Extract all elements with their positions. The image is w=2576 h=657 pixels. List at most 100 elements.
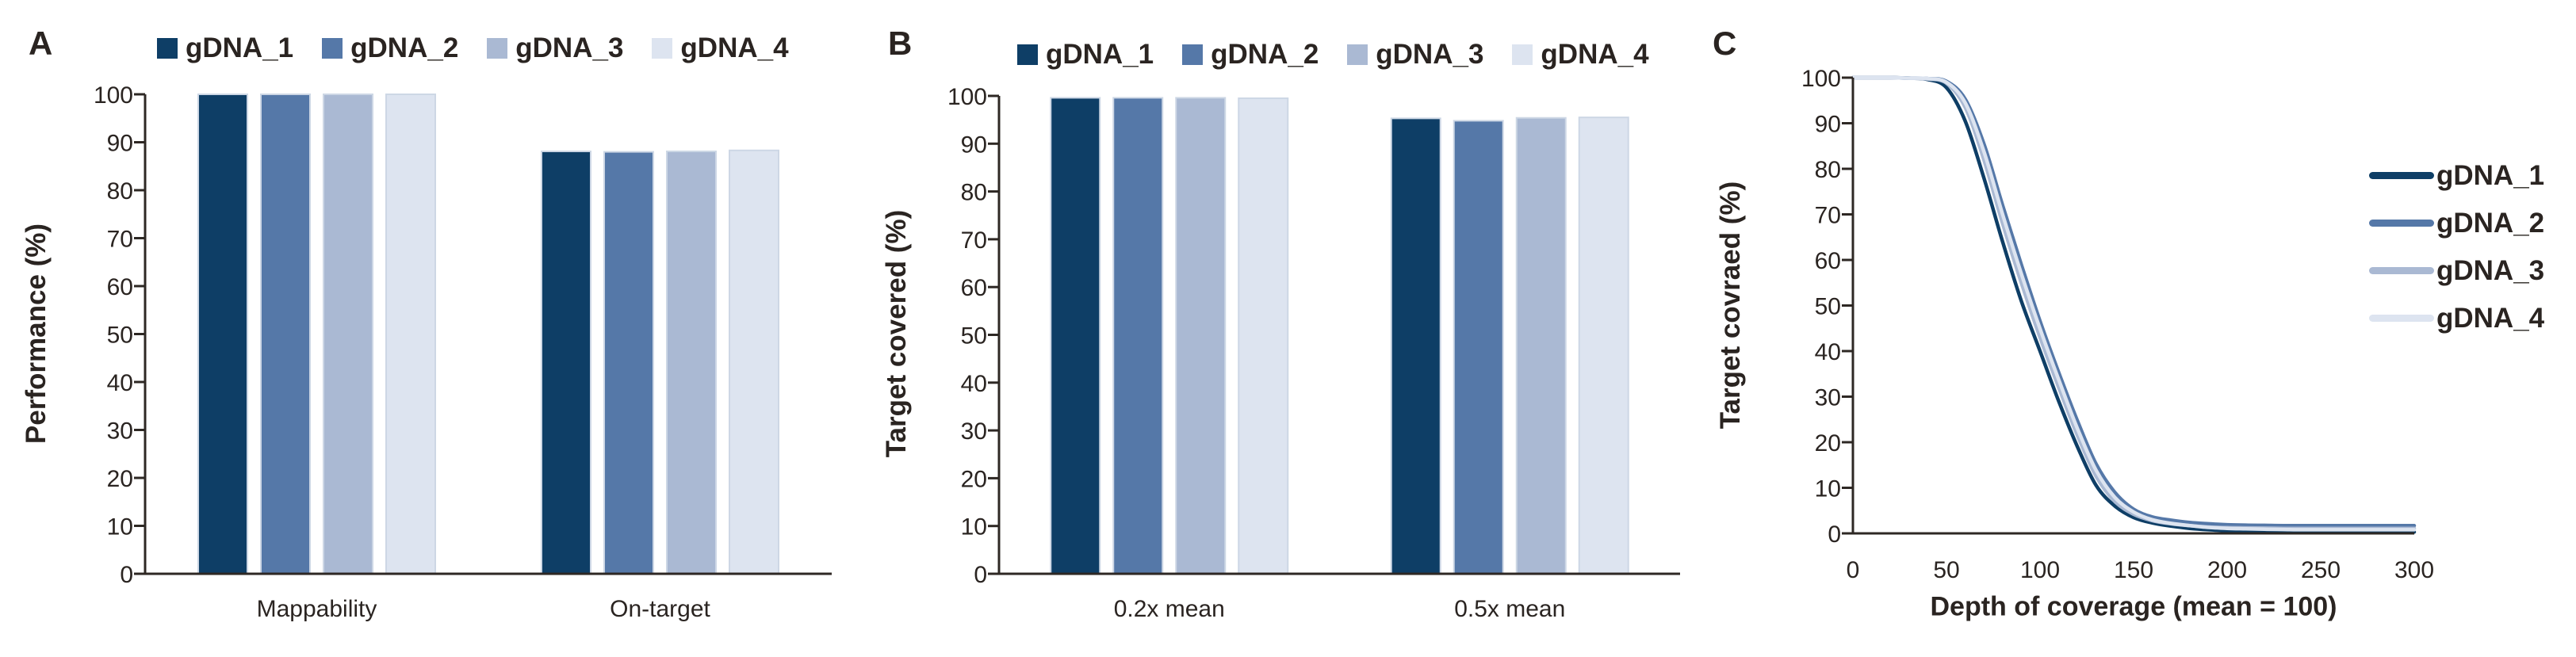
panel-a-y-tick-label: 10	[107, 514, 133, 540]
panel-b-y-tick-label: 80	[961, 180, 987, 206]
panel-c-y-tick-label: 70	[1815, 203, 1841, 229]
panel-a-y-axis-title: Performance (%)	[21, 223, 52, 445]
bar-b-0.5x mean-gDNA_2	[1453, 120, 1504, 575]
bar-a-Mappability-gDNA_1	[197, 94, 248, 575]
panel-c-y-tick-label: 90	[1815, 112, 1841, 138]
legend-label-gDNA_4: gDNA_4	[2436, 302, 2545, 334]
panel-c-x-tick-label: 250	[2301, 557, 2341, 583]
panel-c-y-tick-label: 50	[1815, 294, 1841, 320]
panel-c-legend: gDNA_1 gDNA_2 gDNA_3 gDNA_4	[2369, 159, 2544, 334]
legend-item-gDNA_3: gDNA_3	[487, 34, 623, 62]
legend-swatch-gDNA_3	[487, 37, 508, 59]
line-series-gDNA_4	[1851, 75, 2417, 532]
panel-c-x-tick-label: 300	[2394, 557, 2434, 583]
legend-item-gDNA_4: gDNA_4	[652, 32, 789, 63]
panel-b-y-tick-label: 90	[961, 132, 987, 158]
legend-label-gDNA_1: gDNA_1	[186, 32, 294, 63]
bar-b-0.2x mean-gDNA_3	[1175, 97, 1227, 575]
panel-b-legend: gDNA_1 gDNA_2 gDNA_3 gDNA_4	[1017, 40, 1649, 68]
bar-b-0.5x mean-gDNA_3	[1515, 117, 1567, 575]
bar-b-0.5x mean-gDNA_1	[1390, 117, 1441, 575]
legend-swatch-gDNA_2	[1182, 44, 1204, 65]
legend-item-gDNA_1: gDNA_1	[157, 34, 293, 62]
legend-swatch-gDNA_1	[1017, 44, 1038, 65]
panel-c-x-tick-label: 200	[2207, 557, 2247, 583]
legend-label-gDNA_1: gDNA_1	[2436, 159, 2545, 191]
legend-swatch-gDNA_1	[157, 37, 178, 59]
line-series-gDNA_3	[1851, 75, 2417, 530]
panel-c-y-tick-label: 20	[1815, 430, 1841, 456]
panel-c-y-tick-label: 60	[1815, 248, 1841, 274]
panel-c-x-axis-title: Depth of coverage (mean = 100)	[1930, 591, 2337, 622]
bar-a-On-target-gDNA_1	[541, 150, 591, 575]
legend-label-gDNA_4: gDNA_4	[1541, 39, 1649, 70]
panel-c-y-tick-label: 0	[1828, 521, 1841, 548]
panel-c-x-tick-label: 50	[1933, 557, 1959, 583]
legend-label-gDNA_1: gDNA_1	[1046, 39, 1154, 70]
legend-item-gDNA_3: gDNA_3	[1347, 40, 1483, 68]
legend-item-gDNA_1: gDNA_1	[2369, 159, 2544, 192]
panel-a-y-tick-label: 90	[107, 131, 133, 157]
legend-label-gDNA_4: gDNA_4	[680, 32, 789, 63]
panel-a-category-label: Mappability	[257, 596, 377, 622]
panel-a-y-tick-label: 100	[94, 82, 133, 109]
legend-swatch-gDNA_1	[2369, 171, 2434, 179]
bar-a-On-target-gDNA_3	[666, 150, 717, 575]
legend-item-gDNA_4: gDNA_4	[2369, 301, 2544, 334]
legend-label-gDNA_2: gDNA_2	[2436, 207, 2545, 239]
panel-b-label: B	[888, 25, 913, 62]
legend-label-gDNA_3: gDNA_3	[515, 32, 624, 63]
panel-c-y-tick-label: 30	[1815, 385, 1841, 411]
legend-swatch-gDNA_4	[652, 37, 673, 59]
bar-a-Mappability-gDNA_3	[323, 94, 373, 575]
legend-label-gDNA_2: gDNA_2	[350, 32, 459, 63]
panel-a-label: A	[29, 25, 53, 62]
panel-a-y-tick-label: 50	[107, 323, 133, 349]
bar-a-On-target-gDNA_2	[603, 151, 654, 575]
panel-b-y-tick-label: 40	[961, 371, 987, 397]
line-series-gDNA_2	[1851, 75, 2417, 528]
legend-item-gDNA_2: gDNA_2	[322, 34, 458, 62]
panel-a-y-tick-label: 70	[107, 227, 133, 253]
panel-b-y-tick-label: 10	[961, 514, 987, 540]
bar-a-Mappability-gDNA_2	[260, 94, 311, 575]
legend-swatch-gDNA_2	[322, 37, 343, 59]
legend-label-gDNA_3: gDNA_3	[1376, 39, 1484, 70]
panel-c-y-tick-label: 80	[1815, 157, 1841, 183]
bar-a-On-target-gDNA_4	[729, 149, 779, 575]
legend-item-gDNA_2: gDNA_2	[2369, 206, 2544, 239]
bar-b-0.2x mean-gDNA_2	[1112, 97, 1164, 575]
panel-c-x-tick-label: 0	[1847, 557, 1860, 583]
panel-a-legend: gDNA_1 gDNA_2 gDNA_3 gDNA_4	[157, 34, 789, 62]
panel-b-y-tick-label: 70	[961, 227, 987, 254]
panel-c-y-tick-label: 10	[1815, 476, 1841, 502]
bar-a-Mappability-gDNA_4	[385, 94, 436, 575]
legend-item-gDNA_1: gDNA_1	[1017, 40, 1154, 68]
legend-swatch-gDNA_4	[1512, 44, 1533, 65]
panel-c-x-tick-label: 150	[2114, 557, 2153, 583]
legend-swatch-gDNA_3	[2369, 266, 2434, 274]
bar-b-0.5x mean-gDNA_4	[1578, 117, 1629, 575]
panel-a-y-tick-label: 80	[107, 178, 133, 204]
panel-b-category-label: 0.2x mean	[1114, 596, 1225, 622]
panel-b-y-tick-label: 0	[974, 562, 987, 588]
panel-c-y-tick-label: 40	[1815, 339, 1841, 365]
legend-item-gDNA_4: gDNA_4	[1512, 39, 1649, 70]
bar-b-0.2x mean-gDNA_4	[1238, 97, 1289, 575]
legend-swatch-gDNA_4	[2369, 314, 2434, 322]
legend-swatch-gDNA_3	[1347, 44, 1368, 65]
panel-b-y-tick-label: 60	[961, 275, 987, 301]
panel-a-y-tick-label: 30	[107, 418, 133, 445]
panel-a-y-tick-label: 40	[107, 370, 133, 396]
legend-item-gDNA_2: gDNA_2	[1182, 40, 1319, 68]
panel-b-category-label: 0.5x mean	[1454, 596, 1565, 622]
bar-b-0.2x mean-gDNA_1	[1050, 97, 1101, 575]
panel-a-y-tick-label: 60	[107, 274, 133, 300]
legend-label-gDNA_3: gDNA_3	[2436, 254, 2545, 286]
legend-item-gDNA_3: gDNA_3	[2369, 254, 2544, 287]
panel-b-y-axis-title: Target covered (%)	[881, 209, 912, 458]
panel-c-x-tick-label: 100	[2020, 557, 2060, 583]
panel-a-y-tick-label: 20	[107, 466, 133, 492]
